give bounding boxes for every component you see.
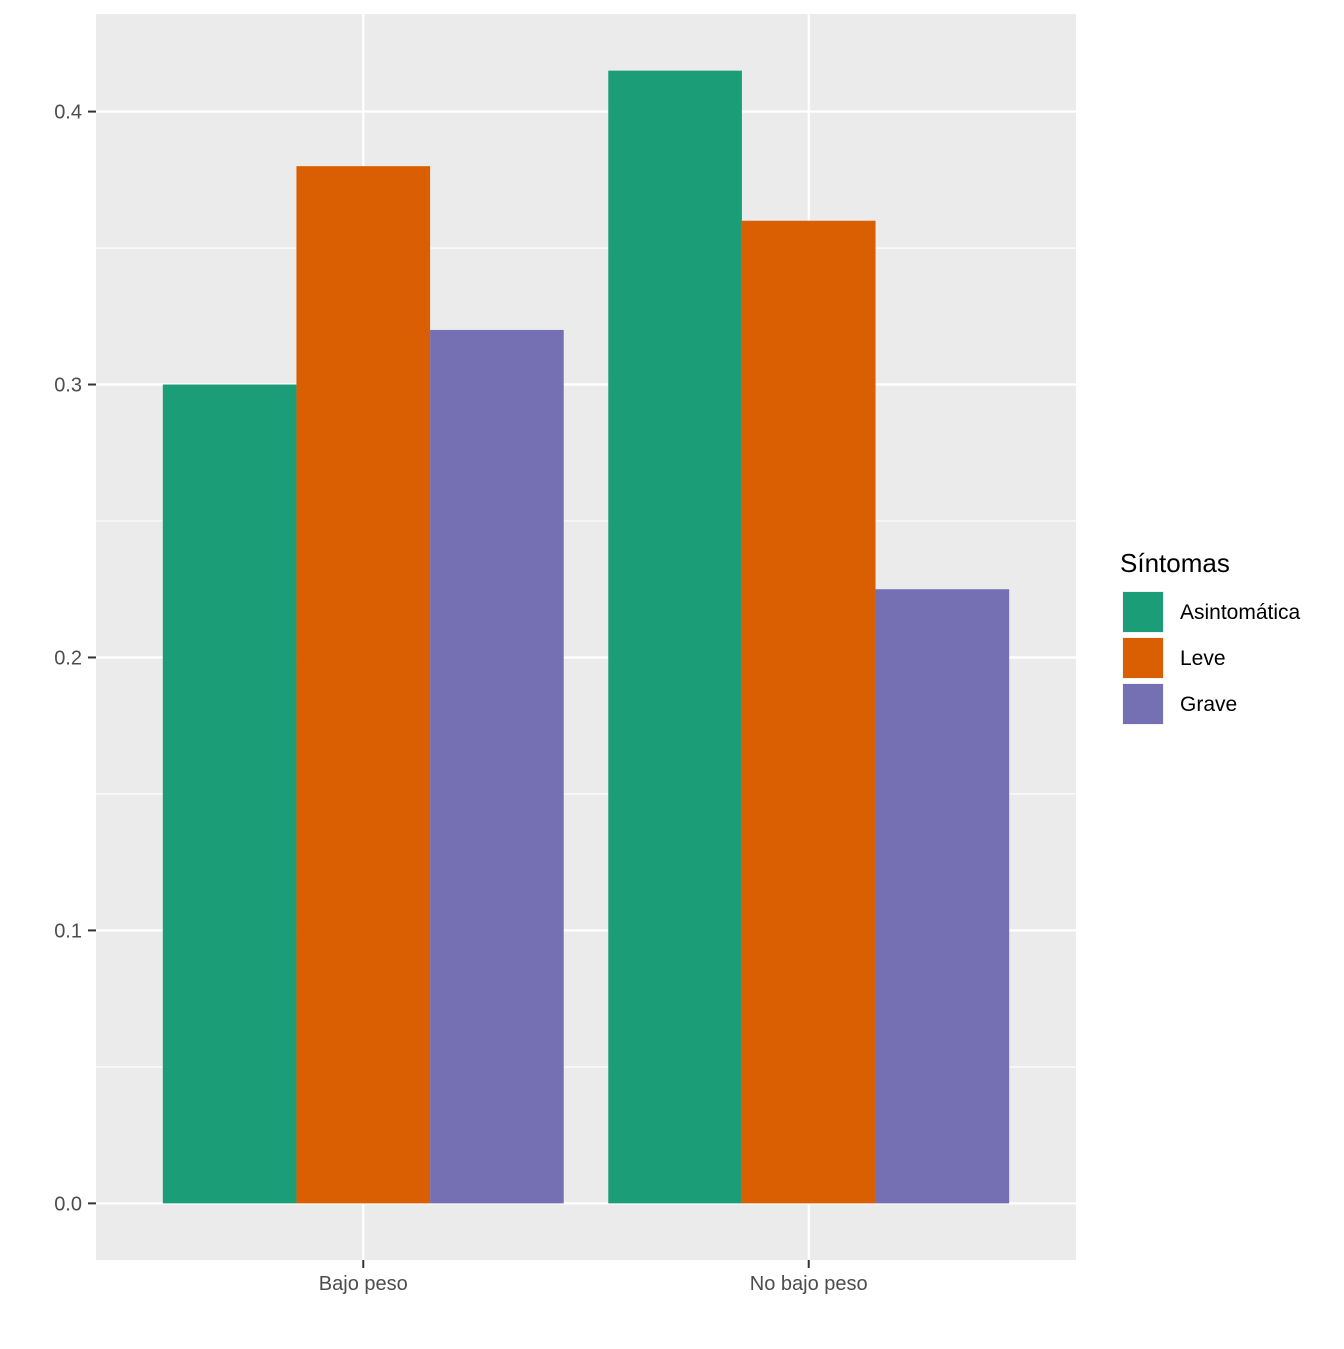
bar (741, 220, 876, 1204)
bar (162, 384, 297, 1204)
x-tick-label: Bajo peso (319, 1273, 408, 1295)
y-tick-label: 0.3 (54, 375, 82, 397)
y-tick-label: 0.4 (54, 102, 82, 124)
bar (430, 329, 564, 1204)
axes: 0.0 0.1 0.2 0.3 0.4 Bajo peso No bajo peso (54, 102, 867, 1295)
legend-label: Grave (1180, 693, 1237, 716)
legend-key (1123, 684, 1163, 724)
legend-title: Síntomas (1120, 548, 1230, 578)
bars (162, 70, 1010, 1204)
legend: Síntomas Asintomática Leve Grave (1120, 548, 1301, 725)
bar (608, 70, 742, 1204)
y-tick-label: 0.1 (54, 920, 82, 942)
bar (296, 166, 431, 1204)
legend-label: Leve (1180, 647, 1226, 670)
y-tick-label: 0.2 (54, 647, 82, 669)
y-tick-label: 0.0 (54, 1193, 82, 1215)
legend-label: Asintomática (1180, 601, 1301, 624)
bar (875, 589, 1010, 1204)
x-tick-label: No bajo peso (750, 1273, 868, 1295)
legend-key (1123, 638, 1163, 678)
legend-key (1123, 592, 1163, 632)
